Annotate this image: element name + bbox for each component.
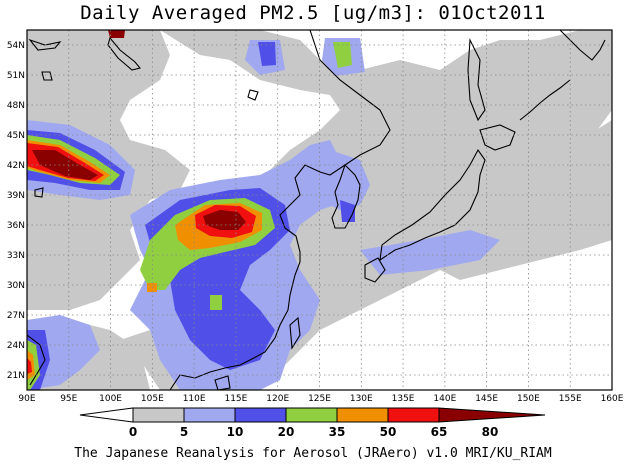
lon-tick-label: 110E xyxy=(183,394,206,404)
lake-small-2 xyxy=(247,89,259,101)
colorbar-level-label: 20 xyxy=(278,425,295,439)
lake-small-1 xyxy=(41,71,53,81)
shade-lightblue-ocean xyxy=(360,230,500,275)
map-title: Daily Averaged PM2.5 [ug/m3]: 01Oct2011 xyxy=(80,2,546,24)
lat-tick-label: 51N xyxy=(7,71,25,81)
colorbar-level-label: 10 xyxy=(227,425,244,439)
map-grid xyxy=(27,30,612,390)
lat-tick-label: 39N xyxy=(7,191,25,201)
coastline-taiwan xyxy=(289,316,301,350)
lake-balkhash xyxy=(28,38,62,51)
colorbar-level-label: 5 xyxy=(180,425,188,439)
colorbar-segment xyxy=(183,407,236,423)
lake-small-3 xyxy=(34,187,44,198)
colorbar-level-label: 80 xyxy=(482,425,499,439)
footer-credit: The Japanese Reanalysis for Aerosol (JRA… xyxy=(74,446,552,461)
lon-tick-label: 140E xyxy=(433,394,456,404)
shade-red-south xyxy=(27,358,32,374)
shade-darkred-west xyxy=(32,150,98,180)
lat-tick-label: 33N xyxy=(7,251,25,261)
lon-tick-label: 130E xyxy=(350,394,373,404)
lat-tick-label: 21N xyxy=(7,371,25,381)
lake-baikal xyxy=(107,36,141,71)
colorbar-segment xyxy=(285,407,338,423)
lat-tick-label: 45N xyxy=(7,131,25,141)
lon-tick-label: 115E xyxy=(224,394,247,404)
shade-blue-north xyxy=(258,42,276,66)
lat-tick-label: 36N xyxy=(7,221,25,231)
lat-ticks: 54N 51N 48N 45N 42N 39N 36N 33N 30N 27N 24N 21N xyxy=(7,41,25,381)
colorbar-segment xyxy=(336,407,389,423)
lat-tick-label: 27N xyxy=(7,311,25,321)
lon-tick-label: 160E xyxy=(601,394,624,404)
colorbar-level-label: 35 xyxy=(329,425,346,439)
colorbar-level-label: 65 xyxy=(431,425,448,439)
coastline-japan-hokkaido xyxy=(479,124,516,151)
lon-tick-label: 145E xyxy=(475,394,498,404)
coastline-bay-bengal xyxy=(27,334,46,386)
lat-tick-label: 48N xyxy=(7,101,25,111)
colorbar-arrow-low xyxy=(79,407,134,423)
colorbar-level-label: 50 xyxy=(380,425,397,439)
map-frame xyxy=(26,29,613,391)
lon-tick-label: 125E xyxy=(308,394,331,404)
lat-tick-label: 24N xyxy=(7,341,25,351)
lon-tick-label: 155E xyxy=(559,394,582,404)
lon-ticks: 90E 95E 100E 105E 110E 115E 120E 125E 130E 135E 14… xyxy=(18,394,623,404)
lon-tick-label: 100E xyxy=(99,394,122,404)
colorbar: 0 5 10 20 35 50 65 80 xyxy=(79,407,546,439)
lon-tick-label: 120E xyxy=(266,394,289,404)
coastline-china xyxy=(194,30,391,379)
coastline-hainan xyxy=(214,375,231,390)
lon-tick-label: 95E xyxy=(60,394,77,404)
shade-green-patch xyxy=(210,295,222,310)
lat-tick-label: 30N xyxy=(7,281,25,291)
lon-tick-label: 135E xyxy=(392,394,415,404)
lon-tick-label: 90E xyxy=(18,394,35,404)
shade-green-north xyxy=(333,42,352,68)
lat-tick-label: 54N xyxy=(7,41,25,51)
coastline-korea xyxy=(331,163,361,229)
lon-tick-label: 105E xyxy=(141,394,164,404)
coastline-kamchatka xyxy=(559,30,606,61)
colorbar-segment xyxy=(132,407,185,423)
colorbar-arrow-high xyxy=(438,407,546,423)
lon-tick-label: 150E xyxy=(517,394,540,404)
shade-darkred-top xyxy=(108,30,125,38)
colorbar-segment xyxy=(234,407,287,423)
shade-lightblue-korea xyxy=(320,150,370,210)
coastline-japan-honshu xyxy=(379,148,486,262)
colorbar-segment xyxy=(387,407,440,423)
lat-tick-label: 42N xyxy=(7,161,25,171)
coastline-japan-kyushu xyxy=(364,257,386,283)
colorbar-level-label: 0 xyxy=(129,425,137,439)
coastline-kurils xyxy=(519,79,571,121)
pm25-shading xyxy=(27,30,612,390)
